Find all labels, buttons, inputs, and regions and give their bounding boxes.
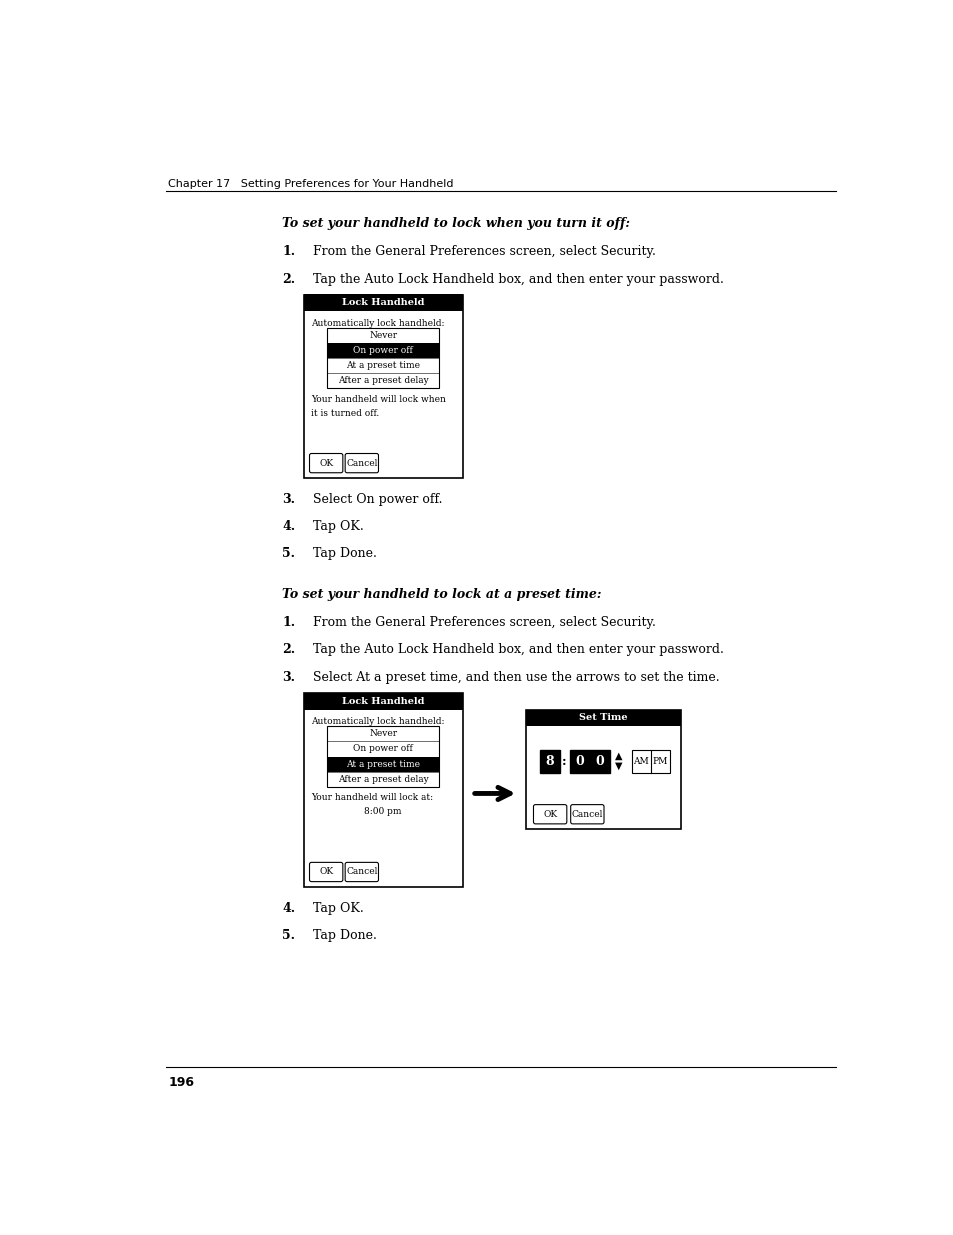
Text: Automatically lock handheld:: Automatically lock handheld: — [311, 718, 444, 726]
Text: :: : — [561, 755, 566, 768]
Bar — [525, 710, 680, 726]
Text: Your handheld will lock at:: Your handheld will lock at: — [311, 793, 433, 803]
Text: 4.: 4. — [282, 902, 294, 915]
Text: Never: Never — [369, 331, 396, 341]
Text: Tap OK.: Tap OK. — [313, 902, 363, 915]
Text: On power off: On power off — [353, 346, 413, 356]
Text: Your handheld will lock when: Your handheld will lock when — [311, 395, 446, 404]
Bar — [303, 294, 462, 478]
Text: OK: OK — [542, 810, 557, 819]
Bar — [327, 726, 439, 787]
Bar — [303, 294, 462, 311]
Text: 2.: 2. — [282, 643, 294, 656]
Text: 0: 0 — [575, 755, 583, 768]
Text: it is turned off.: it is turned off. — [311, 409, 379, 419]
Text: Cancel: Cancel — [571, 810, 602, 819]
Text: 1.: 1. — [282, 246, 294, 258]
Text: Tap Done.: Tap Done. — [313, 547, 376, 559]
Text: Lock Handheld: Lock Handheld — [341, 697, 424, 705]
Text: At a preset time: At a preset time — [346, 760, 419, 768]
Text: 3.: 3. — [282, 493, 294, 506]
Text: Set Time: Set Time — [578, 714, 627, 722]
Text: 5.: 5. — [282, 929, 294, 942]
Text: Never: Never — [369, 730, 396, 739]
FancyBboxPatch shape — [345, 453, 378, 473]
Text: 2.: 2. — [282, 273, 294, 287]
Text: On power off: On power off — [353, 745, 413, 753]
Text: 0: 0 — [595, 755, 603, 768]
Bar — [589, 750, 609, 773]
Text: Cancel: Cancel — [346, 458, 377, 468]
Text: At a preset time: At a preset time — [346, 362, 419, 370]
Text: Automatically lock handheld:: Automatically lock handheld: — [311, 319, 444, 329]
FancyBboxPatch shape — [570, 805, 603, 824]
Text: OK: OK — [318, 867, 333, 877]
Text: After a preset delay: After a preset delay — [337, 377, 428, 385]
Text: From the General Preferences screen, select Security.: From the General Preferences screen, sel… — [313, 615, 656, 629]
Text: To set your handheld to lock at a preset time:: To set your handheld to lock at a preset… — [282, 588, 601, 601]
Bar — [525, 710, 680, 829]
Text: 5.: 5. — [282, 547, 294, 559]
FancyBboxPatch shape — [533, 805, 566, 824]
Text: 1.: 1. — [282, 615, 294, 629]
Text: Chapter 17   Setting Preferences for Your Handheld: Chapter 17 Setting Preferences for Your … — [168, 179, 453, 189]
Text: Select At a preset time, and then use the arrows to set the time.: Select At a preset time, and then use th… — [313, 671, 719, 684]
Text: Tap the Auto Lock Handheld box, and then enter your password.: Tap the Auto Lock Handheld box, and then… — [313, 273, 723, 287]
Text: After a preset delay: After a preset delay — [337, 774, 428, 783]
Text: 8:00 pm: 8:00 pm — [364, 808, 401, 816]
FancyBboxPatch shape — [309, 862, 342, 882]
Text: 4.: 4. — [282, 520, 294, 534]
Bar — [569, 750, 589, 773]
Text: Lock Handheld: Lock Handheld — [341, 299, 424, 308]
Bar — [539, 750, 559, 773]
FancyBboxPatch shape — [345, 862, 378, 882]
Bar — [327, 329, 439, 389]
Text: Tap Done.: Tap Done. — [313, 929, 376, 942]
Text: From the General Preferences screen, select Security.: From the General Preferences screen, sel… — [313, 246, 656, 258]
Bar — [327, 757, 439, 772]
Text: 3.: 3. — [282, 671, 294, 684]
Text: ▲: ▲ — [614, 751, 621, 761]
Text: Tap OK.: Tap OK. — [313, 520, 363, 534]
Text: OK: OK — [318, 458, 333, 468]
Text: Cancel: Cancel — [346, 867, 377, 877]
Text: PM: PM — [652, 757, 667, 766]
Text: Select On power off.: Select On power off. — [313, 493, 442, 506]
Text: 8: 8 — [545, 755, 554, 768]
Bar — [631, 750, 670, 773]
Text: Tap the Auto Lock Handheld box, and then enter your password.: Tap the Auto Lock Handheld box, and then… — [313, 643, 723, 656]
Text: AM: AM — [633, 757, 648, 766]
Bar — [327, 343, 439, 358]
Text: 196: 196 — [168, 1076, 193, 1089]
Bar — [303, 693, 462, 710]
Text: ▼: ▼ — [614, 761, 621, 771]
FancyBboxPatch shape — [309, 453, 342, 473]
Text: To set your handheld to lock when you turn it off:: To set your handheld to lock when you tu… — [282, 217, 629, 231]
Bar — [303, 693, 462, 887]
